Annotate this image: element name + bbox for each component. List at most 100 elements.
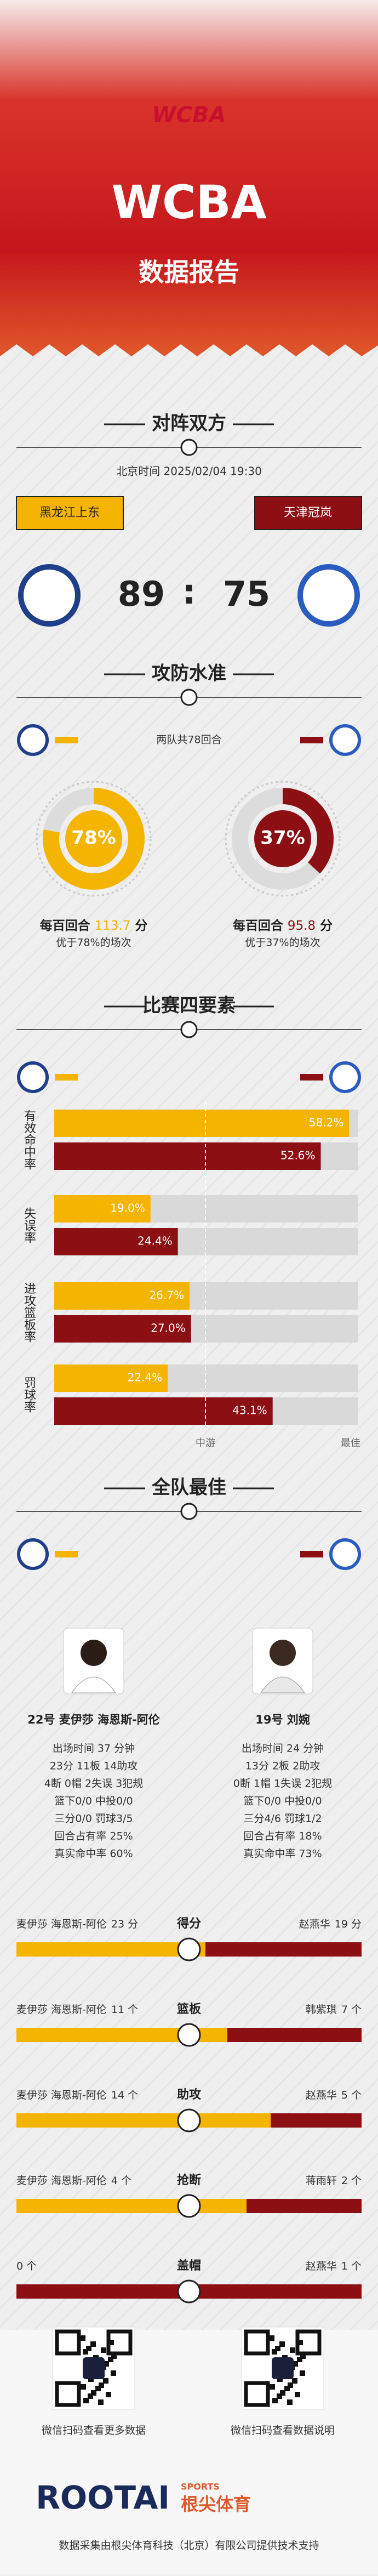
- home-bar: [16, 1942, 205, 1957]
- possessions: 两队共78回合: [156, 734, 221, 746]
- factor-label: 进攻篮板率: [22, 1282, 36, 1343]
- section-title: 全队最佳: [151, 1477, 226, 1499]
- section-title: 对阵双方: [152, 413, 226, 435]
- qr-dot: [104, 2361, 109, 2367]
- away-leader: 赵燕华 19 分: [299, 1918, 362, 1930]
- unit: 个: [351, 2089, 362, 2101]
- factor-label: 罚球率: [22, 1377, 36, 1413]
- away-box: [254, 496, 362, 530]
- qr-dot: [111, 2353, 117, 2359]
- away-bar: [271, 2113, 362, 2128]
- away-key: [300, 737, 323, 743]
- title: WCBA: [111, 175, 266, 229]
- value: 19: [335, 1918, 348, 1930]
- away-bar: [247, 2199, 362, 2213]
- qr-dot: [101, 2347, 106, 2353]
- player-stat: 23分 11板 14助攻: [50, 1760, 138, 1772]
- away-bar: [227, 2028, 362, 2042]
- score-separator: :: [182, 572, 196, 612]
- qr-dot: [279, 2341, 285, 2347]
- brand: ROOTAI: [36, 2479, 170, 2516]
- header-bg: [0, 0, 378, 356]
- bar-badge: [177, 2194, 201, 2218]
- home-key: [55, 1074, 78, 1081]
- unit: 分: [320, 919, 333, 933]
- qr-dot: [292, 2378, 297, 2384]
- value: 23: [111, 1918, 124, 1930]
- unit: 个: [128, 2089, 138, 2101]
- factor-value: 58.2%: [309, 1116, 344, 1129]
- qr-dot: [272, 2398, 278, 2403]
- factor-bar: [54, 1315, 191, 1343]
- donut-center: [254, 810, 311, 867]
- title-icon: [180, 1503, 198, 1520]
- factor-bar: [54, 1397, 273, 1425]
- scale-label: 最佳: [341, 1437, 360, 1449]
- qr-dot: [290, 2347, 295, 2353]
- factor-value: 24.4%: [138, 1235, 173, 1248]
- donut-arc: [43, 788, 145, 890]
- qr-dot: [95, 2386, 101, 2391]
- player-stat: 篮下0/0 中投0/0: [54, 1795, 133, 1807]
- qr-dot: [284, 2386, 290, 2391]
- home-logo: [17, 1538, 49, 1570]
- title-icon: [180, 689, 198, 706]
- unit: 个: [128, 2004, 138, 2016]
- value: 7: [341, 2004, 348, 2016]
- brand-cn: 根尖体育: [181, 2494, 251, 2515]
- home-key: [55, 737, 78, 743]
- player-stat: 三分4/6 罚球1/2: [243, 1813, 322, 1825]
- factor-value: 52.6%: [280, 1149, 316, 1162]
- points-per-100: 每百回合 113.7 分: [40, 918, 148, 933]
- player: 麦伊莎 海恩斯-阿伦: [16, 2089, 107, 2101]
- stat-name: 助攻: [177, 2088, 202, 2102]
- factor-value: 27.0%: [151, 1322, 186, 1335]
- home-logo: [17, 1061, 49, 1093]
- value: 4: [111, 2175, 118, 2187]
- qr-finder: [55, 2381, 81, 2407]
- away-logo: [329, 724, 361, 756]
- bar-badge: [177, 2108, 201, 2133]
- percentile-note: 优于78%的场次: [56, 937, 131, 949]
- factor-bar: [54, 1195, 151, 1222]
- value: 11: [111, 2004, 124, 2016]
- donut-label: 78%: [71, 827, 116, 849]
- logo: WCBA: [152, 103, 226, 128]
- subtitle: 数据报告: [139, 258, 239, 287]
- factor-bar: [54, 1364, 168, 1392]
- stat-name: 盖帽: [177, 2259, 201, 2273]
- qr-dot: [86, 2346, 91, 2351]
- player-head: [270, 1640, 296, 1666]
- qr-dot: [288, 2382, 293, 2388]
- donut-arc: [232, 788, 334, 890]
- factor-value: 26.7%: [149, 1289, 184, 1302]
- points: 95.8: [288, 919, 316, 933]
- player: 韩紫琪: [306, 2004, 337, 2016]
- qr-dot: [108, 2357, 113, 2362]
- player: 麦伊莎 海恩斯-阿伦: [16, 2175, 107, 2187]
- qr-dot: [103, 2378, 108, 2384]
- player-stat: 出场时间 37 分钟: [53, 1743, 135, 1755]
- qr-dot: [99, 2382, 104, 2388]
- prefix: 每百回合: [233, 918, 284, 933]
- away-bar: [205, 1942, 362, 1957]
- away-leader: 韩紫琪 7 个: [306, 2004, 362, 2016]
- qr-dot: [270, 2384, 275, 2390]
- stat-name: 得分: [176, 1917, 201, 1931]
- qr-dot: [295, 2392, 300, 2397]
- player: 赵燕华: [299, 1918, 330, 1930]
- away-logo: [329, 1061, 361, 1093]
- stat-name: 抢断: [177, 2173, 201, 2187]
- home-logo: [17, 724, 49, 756]
- unit: 个: [26, 2260, 37, 2272]
- unit: 个: [351, 2260, 362, 2272]
- percentile-note: 优于37%的场次: [245, 937, 320, 949]
- title-icon: [180, 439, 198, 456]
- factor-label: 失误率: [22, 1207, 36, 1243]
- player-stat: 真实命中率 73%: [243, 1848, 322, 1860]
- home-bar: [16, 2199, 247, 2213]
- home-leader: 麦伊莎 海恩斯-阿伦 4 个: [16, 2175, 131, 2187]
- value: 0: [16, 2260, 23, 2272]
- unit: 个: [351, 2004, 362, 2016]
- factor-bar: [54, 1110, 350, 1137]
